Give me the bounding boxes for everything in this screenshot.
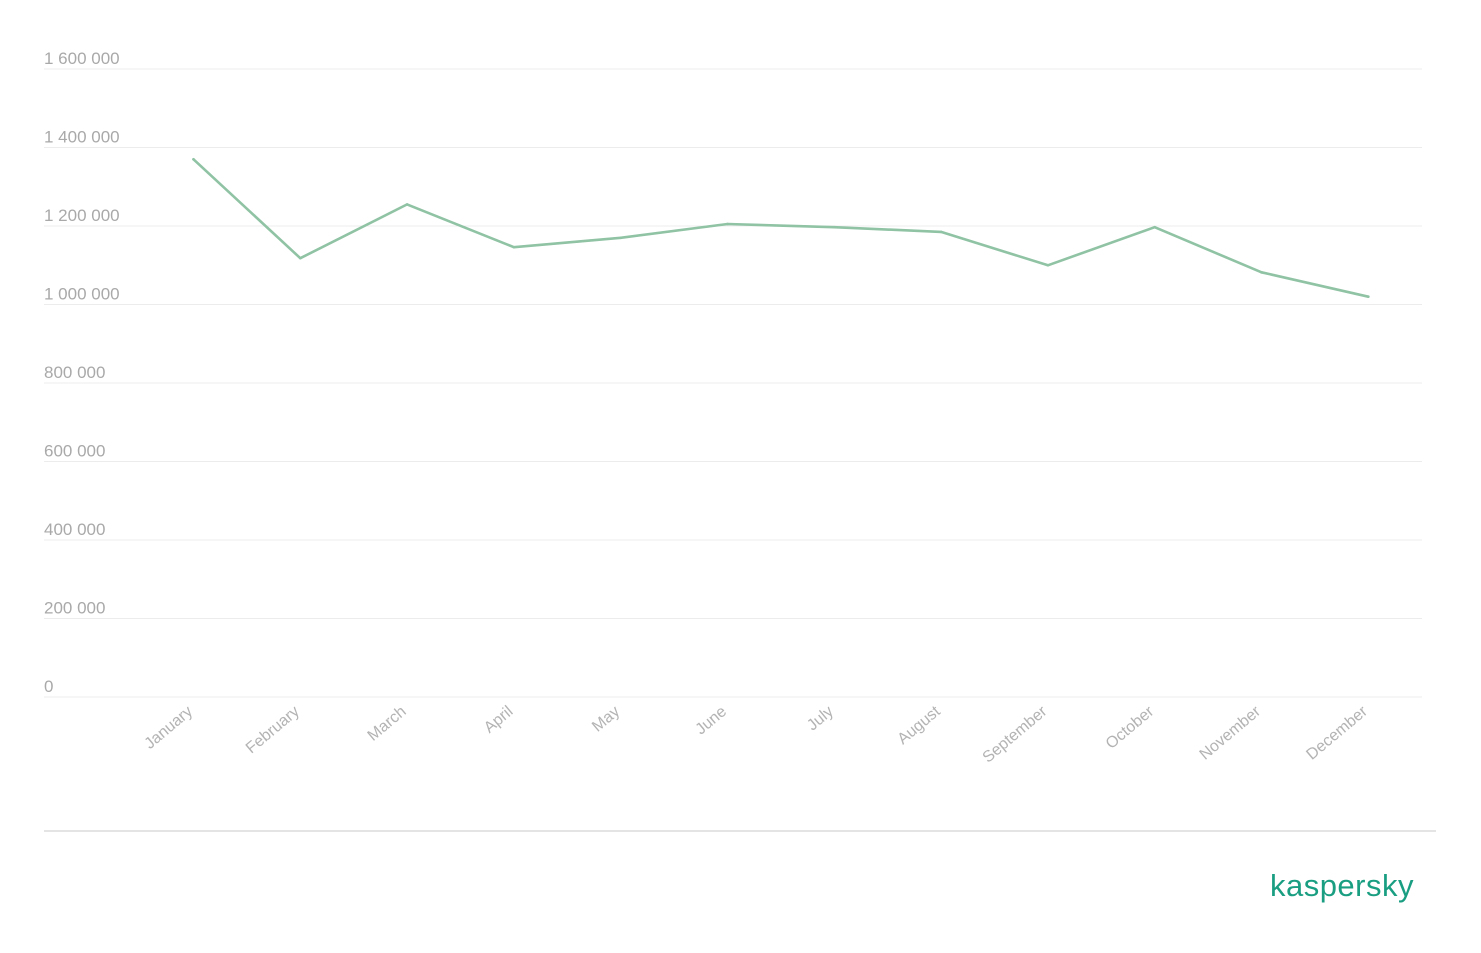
y-tick-label: 1 400 000 — [44, 128, 120, 147]
series-line — [192, 158, 1370, 299]
data-point — [1260, 271, 1263, 274]
y-tick-label: 200 000 — [44, 599, 105, 618]
x-axis-ticks: January February March April May June July Augu… — [142, 703, 1372, 767]
x-tick-label: March — [365, 703, 410, 745]
x-tick-label: January — [142, 703, 197, 753]
y-tick-label: 600 000 — [44, 442, 105, 461]
kaspersky-logo: kaspersky — [1269, 868, 1414, 903]
data-point — [1367, 295, 1370, 298]
data-point — [1153, 225, 1156, 229]
data-point — [1046, 263, 1050, 267]
y-axis-ticks: 0 200 000 400 000 600 000 800 000 1 000 000 1 … — [44, 49, 120, 696]
y-tick-label: 800 000 — [44, 363, 105, 382]
data-point — [939, 230, 943, 234]
data-point — [726, 222, 729, 226]
x-tick-label: June — [693, 703, 731, 738]
data-point — [405, 203, 409, 206]
x-tick-label: November — [1197, 703, 1265, 764]
x-tick-label: May — [589, 703, 623, 735]
y-tick-label: 1 200 000 — [44, 206, 120, 225]
x-tick-label: April — [481, 703, 516, 737]
y-tick-label: 0 — [44, 677, 53, 696]
data-point — [619, 236, 622, 240]
data-point — [192, 157, 195, 161]
x-tick-label: September — [980, 703, 1051, 767]
y-tick-label: 400 000 — [44, 520, 105, 539]
data-point — [833, 225, 836, 229]
grid — [44, 68, 1422, 698]
y-tick-label: 1 000 000 — [44, 285, 120, 304]
x-tick-label: October — [1103, 703, 1158, 753]
x-tick-label: February — [243, 703, 303, 757]
y-tick-label: 1 600 000 — [44, 49, 120, 68]
data-point — [299, 256, 302, 260]
x-tick-label: December — [1303, 703, 1371, 764]
data-point — [512, 245, 516, 249]
x-tick-label: July — [804, 703, 837, 734]
x-tick-label: August — [895, 703, 945, 748]
series — [192, 157, 1370, 299]
